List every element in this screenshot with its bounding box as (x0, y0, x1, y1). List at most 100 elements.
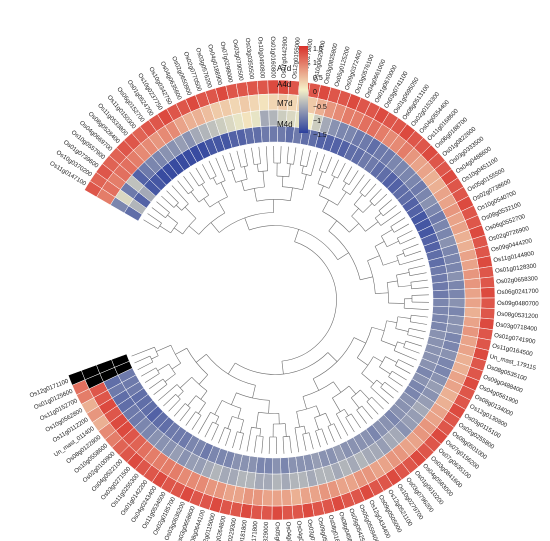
dendrogram (131, 146, 429, 454)
dendrogram-branch (141, 367, 157, 377)
dendrogram-arc (236, 392, 270, 401)
dendrogram-branch (387, 280, 398, 283)
dendrogram-arc (328, 230, 361, 280)
dendrogram-branch (157, 363, 169, 371)
heatmap-cell-a4d (248, 94, 260, 112)
dendrogram-arc (251, 426, 261, 429)
dendrogram-branch (143, 219, 159, 229)
dendrogram-branch (360, 389, 370, 400)
dendrogram-branch (411, 314, 429, 318)
dendrogram-arc (319, 170, 326, 173)
dendrogram-arc (282, 435, 290, 438)
dendrogram-branch (404, 250, 422, 257)
dendrogram-branch (299, 148, 304, 166)
dendrogram-arc (407, 328, 410, 335)
dendrogram-branch (253, 188, 257, 202)
dendrogram-branch (259, 428, 262, 437)
dendrogram-arc (343, 181, 350, 185)
dendrogram-branch (310, 151, 319, 176)
dendrogram-branch (328, 220, 337, 232)
dendrogram-arc (390, 226, 395, 233)
dendrogram-branch (388, 376, 403, 387)
dendrogram-branch (380, 387, 394, 399)
heatmap-cell-m7d (447, 279, 465, 291)
dendrogram-branch (333, 381, 342, 393)
gene-label: Os01g0128300 (495, 262, 538, 274)
dendrogram-branch (317, 171, 323, 184)
dendrogram-branch (187, 395, 197, 406)
dendrogram-branch (356, 409, 367, 424)
dendrogram-branch (314, 417, 319, 430)
dendrogram-branch (345, 417, 355, 433)
gene-label: Os12g0155000 (291, 36, 302, 79)
dendrogram-branch (131, 346, 155, 357)
dendrogram-branch (409, 272, 427, 276)
dendrogram-branch (240, 419, 244, 433)
dendrogram-arc (314, 412, 326, 418)
dendrogram-branch (164, 373, 176, 382)
heatmap-cell-m7d (280, 473, 291, 491)
dendrogram-branch (381, 229, 393, 237)
dendrogram-branch (237, 408, 242, 419)
dendrogram-branch (185, 411, 196, 426)
gene-label: Os07g0442900 (280, 36, 289, 79)
dendrogram-arc (374, 217, 382, 226)
dendrogram-branch (168, 398, 181, 412)
dendrogram-branch (302, 434, 307, 451)
heatmap-cell-m4d (260, 125, 271, 143)
dendrogram-branch (337, 191, 347, 206)
heatmap-cell-a7d (291, 503, 304, 520)
dendrogram-branch (396, 272, 410, 276)
dendrogram-branch (301, 165, 304, 174)
dendrogram-arc (157, 222, 162, 229)
dendrogram-arc (210, 175, 217, 180)
dendrogram-branch (371, 326, 385, 332)
dendrogram-branch (350, 413, 361, 429)
dendrogram-branch (293, 147, 297, 165)
dendrogram-arc (396, 255, 400, 265)
dendrogram-branch (321, 428, 328, 445)
dendrogram-arc (379, 356, 386, 368)
scale-tick-label: −0.5 (313, 104, 327, 111)
dendrogram-branch (337, 162, 346, 179)
dendrogram-arc (209, 196, 228, 208)
gene-label: Os03g0718400 (495, 321, 538, 333)
dendrogram-branch (408, 265, 426, 270)
dendrogram-arc (216, 180, 226, 185)
heatmap-cell-a4d (464, 297, 482, 309)
heatmap-cell-m4d (111, 353, 130, 368)
dendrogram-branch (215, 416, 220, 424)
dendrogram-branch (239, 433, 244, 450)
dendrogram-branch (351, 208, 359, 217)
dendrogram-branch (166, 190, 179, 203)
dendrogram-arc (254, 163, 261, 165)
dendrogram-branch (257, 164, 259, 172)
dendrogram-branch (349, 174, 365, 195)
dendrogram-arc (359, 192, 366, 197)
dendrogram-arc (241, 165, 248, 168)
dendrogram-branch (369, 188, 382, 202)
dendrogram-arc (393, 341, 398, 351)
dendrogram-branch (252, 385, 256, 399)
heatmap-cell-m4d (280, 457, 290, 475)
dendrogram-branch (204, 421, 213, 438)
dendrogram-branch (379, 366, 391, 375)
dendrogram-branch (364, 183, 377, 197)
heatmap-ring (67, 79, 496, 521)
scale-tick-label: 1.5 (313, 46, 323, 53)
dendrogram-arc (170, 222, 178, 234)
dendrogram-branch (171, 362, 181, 370)
gene-label: Os09g0480700 (497, 300, 539, 308)
dendrogram-branch (373, 356, 383, 363)
dendrogram-branch (280, 146, 282, 164)
dendrogram-branch (147, 213, 162, 224)
dendrogram-branch (361, 373, 374, 384)
dendrogram-arc (162, 378, 168, 385)
dendrogram-arc (302, 432, 310, 435)
heatmap-cell-a4d (463, 277, 481, 290)
dendrogram-arc (369, 200, 375, 207)
dendrogram-arc (244, 186, 265, 192)
dendrogram-branch (246, 427, 252, 452)
dendrogram-branch (179, 376, 192, 389)
